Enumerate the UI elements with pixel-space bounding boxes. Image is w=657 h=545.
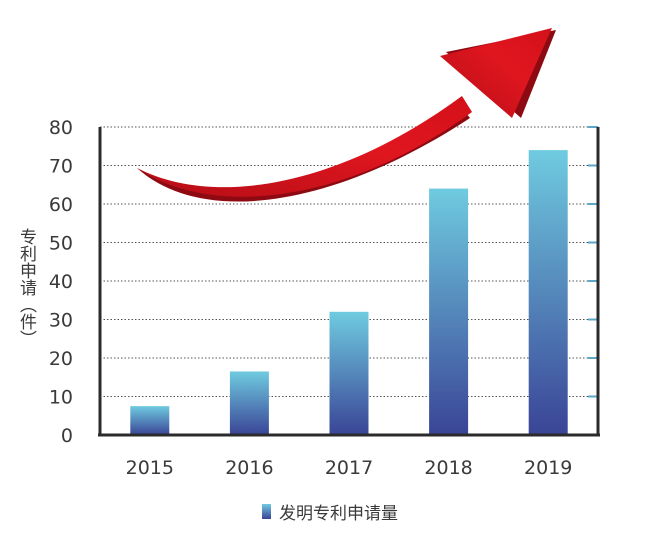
trend-arrow-head bbox=[440, 28, 552, 118]
bar-2017 bbox=[329, 311, 369, 435]
legend-swatch bbox=[262, 504, 271, 519]
legend: 发明专利申请量 bbox=[262, 499, 398, 524]
x-tick-label: 2018 bbox=[424, 457, 472, 479]
x-tick-label: 2017 bbox=[325, 457, 373, 479]
y-tick-label: 40 bbox=[49, 271, 73, 293]
bar-2016 bbox=[229, 371, 269, 435]
x-tick-label: 2016 bbox=[225, 457, 273, 479]
y-tick-label: 70 bbox=[49, 156, 73, 178]
bar-2015 bbox=[130, 406, 170, 435]
y-tick-label: 30 bbox=[49, 310, 73, 332]
x-tick-label: 2019 bbox=[524, 457, 572, 479]
bars bbox=[130, 150, 568, 435]
y-tick-label: 0 bbox=[61, 425, 73, 447]
y-tick-label: 60 bbox=[49, 194, 73, 216]
y-tick-label: 50 bbox=[49, 233, 73, 255]
y-tick-label: 80 bbox=[49, 117, 73, 139]
bar-2018 bbox=[429, 188, 469, 435]
x-tick-label: 2015 bbox=[126, 457, 174, 479]
trend-arrow bbox=[137, 28, 556, 202]
trend-arrow-body bbox=[137, 96, 472, 197]
y-axis-label: 专利申请（件） bbox=[16, 228, 36, 347]
bar-2019 bbox=[528, 150, 568, 435]
legend-label: 发明专利申请量 bbox=[279, 504, 398, 524]
y-tick-label: 20 bbox=[49, 348, 73, 370]
y-tick-label: 10 bbox=[49, 387, 73, 409]
tick-labels: 0 10 20 30 40 50 60 70 80 2015 2016 2017 2018 2019 bbox=[49, 117, 573, 479]
axes bbox=[98, 127, 600, 437]
